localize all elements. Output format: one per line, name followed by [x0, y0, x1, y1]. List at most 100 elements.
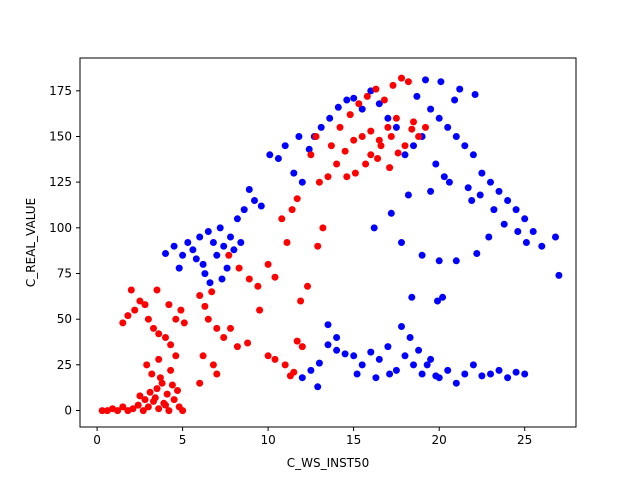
scatter-point	[473, 250, 481, 257]
scatter-point	[422, 123, 429, 131]
scatter-point	[346, 111, 354, 119]
scatter-point	[319, 224, 327, 232]
scatter-point	[478, 169, 486, 177]
scatter-point	[127, 286, 135, 294]
scatter-point	[350, 94, 358, 102]
scatter-point	[233, 343, 241, 351]
scatter-point	[209, 239, 217, 246]
plot-frame	[79, 57, 577, 428]
scatter-point	[415, 346, 423, 354]
y-tick-label: 150	[49, 130, 72, 144]
scatter-point	[314, 242, 322, 250]
scatter-point	[418, 370, 426, 378]
scatter-point	[144, 315, 152, 323]
scatter-point	[131, 306, 139, 314]
scatter-point	[478, 372, 486, 380]
x-tick: 20	[432, 427, 447, 447]
scatter-point	[114, 407, 122, 415]
scatter-point	[363, 92, 371, 100]
y-tick-label: 175	[49, 84, 72, 98]
x-tick-label: 5	[179, 433, 187, 447]
scatter-point	[172, 315, 180, 323]
scatter-point	[333, 160, 341, 168]
scatter-point	[384, 343, 392, 351]
scatter-point	[237, 239, 245, 246]
scatter-point	[413, 92, 421, 100]
x-tick-label: 10	[260, 433, 275, 447]
scatter-point	[201, 270, 209, 278]
scatter-point	[264, 260, 272, 268]
scatter-point	[199, 352, 207, 360]
scatter-point	[136, 392, 144, 400]
scatter-point	[254, 282, 262, 290]
scatter-point	[326, 114, 334, 122]
scatter-point	[227, 324, 234, 332]
scatter-point	[240, 206, 248, 214]
scatter-point	[500, 220, 508, 228]
scatter-point	[504, 197, 512, 204]
scatter-point	[476, 191, 484, 199]
scatter-point	[410, 361, 417, 369]
scatter-point	[410, 118, 417, 126]
scatter-point	[129, 405, 137, 413]
scatter-point	[201, 302, 209, 310]
scatter-point	[504, 374, 512, 382]
y-axis-label: C_REAL_VALUE	[24, 198, 38, 287]
y-tick-label: 0	[64, 404, 72, 418]
scatter-point	[495, 366, 503, 374]
scatter-point	[304, 282, 311, 290]
scatter-point	[468, 197, 476, 204]
scatter-point	[278, 215, 286, 223]
scatter-point	[437, 78, 445, 86]
scatter-point	[469, 151, 477, 159]
scatter-point	[398, 239, 405, 246]
scatter-point	[552, 233, 559, 241]
scatter-point	[220, 242, 228, 250]
y-tick: 25	[57, 358, 80, 372]
scatter-point	[158, 379, 166, 387]
scatter-point	[227, 233, 234, 241]
series-1	[98, 74, 429, 415]
scatter-point	[452, 379, 460, 387]
scatter-point	[271, 355, 279, 363]
x-tick: 5	[179, 427, 187, 447]
scatter-point	[264, 352, 272, 360]
scatter-point	[163, 390, 171, 398]
scatter-point	[377, 142, 385, 150]
scatter-point	[445, 178, 453, 186]
scatter-point	[538, 242, 546, 250]
scatter-point	[281, 142, 289, 150]
scatter-point	[353, 370, 361, 378]
scatter-point	[367, 348, 375, 356]
scatter-point	[512, 206, 520, 214]
scatter-point	[401, 352, 409, 360]
scatter-point	[415, 133, 423, 140]
scatter-point	[314, 383, 322, 391]
scatter-point	[512, 368, 520, 376]
scatter-point	[216, 224, 224, 232]
y-tick: 150	[49, 130, 80, 144]
scatter-point	[440, 173, 448, 181]
scatter-point	[225, 251, 233, 259]
scatter-point	[298, 178, 306, 186]
scatter-point	[153, 385, 161, 393]
scatter-point	[408, 293, 416, 301]
scatter-point	[355, 100, 363, 108]
y-tick-label: 25	[57, 358, 72, 372]
scatter-point	[281, 361, 289, 369]
scatter-point	[461, 370, 469, 378]
scatter-point	[162, 334, 169, 341]
scatter-point	[220, 334, 228, 341]
scatter-point	[162, 250, 169, 257]
x-axis-label: C_WS_INST50	[287, 456, 370, 470]
scatter-point	[208, 288, 216, 296]
x-tick: 15	[346, 427, 361, 447]
scatter-point	[245, 275, 253, 283]
scatter-point	[204, 228, 212, 235]
scatter-point	[372, 374, 380, 382]
scatter-point	[223, 264, 231, 272]
scatter-point	[434, 297, 441, 305]
scatter-point	[555, 271, 563, 279]
scatter-point	[469, 361, 477, 369]
scatter-point	[209, 361, 217, 369]
